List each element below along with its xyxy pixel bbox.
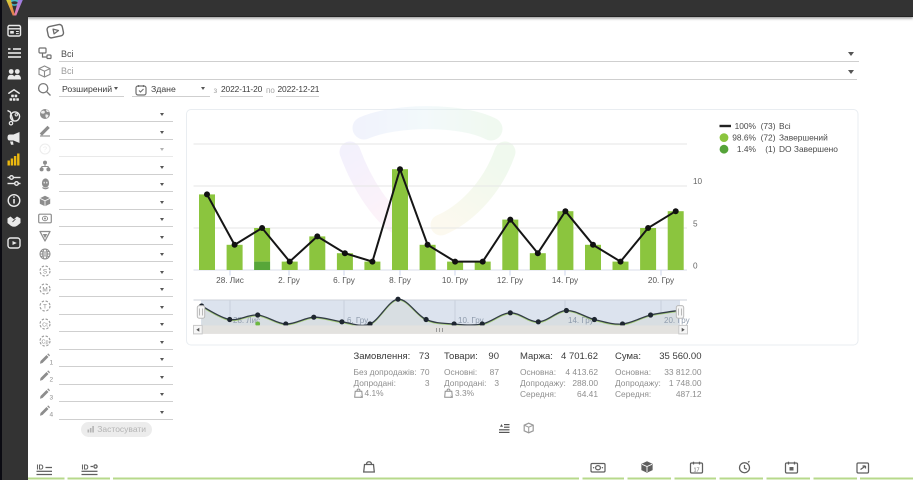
svg-text:1: 1: [50, 359, 54, 365]
svg-text:10. Гру: 10. Гру: [442, 276, 469, 285]
svg-text:98.6%: 98.6%: [732, 133, 756, 143]
svg-text:20. Гру: 20. Гру: [664, 316, 690, 325]
svg-text:ID: ID: [37, 465, 44, 472]
svg-text:Ct: Ct: [42, 322, 48, 328]
svg-text:14. Гру: 14. Гру: [568, 316, 594, 325]
svg-text:Завершений: Завершений: [779, 133, 828, 143]
svg-text:20. Гру: 20. Гру: [648, 276, 675, 285]
svg-text:6. Гру: 6. Гру: [333, 276, 356, 285]
svg-text:8. Гру: 8. Гру: [389, 276, 412, 285]
svg-text:17: 17: [693, 467, 699, 473]
svg-text:100%: 100%: [735, 121, 757, 131]
svg-text:10: 10: [693, 177, 703, 186]
svg-text:?: ?: [43, 144, 47, 153]
svg-text:S: S: [43, 268, 47, 275]
svg-text:x: x: [360, 394, 363, 398]
svg-text:2: 2: [50, 377, 54, 383]
svg-text:28. Лис: 28. Лис: [216, 276, 244, 285]
svg-text:(73): (73): [761, 121, 776, 131]
svg-text:(72): (72): [761, 133, 776, 143]
svg-text:ID: ID: [82, 465, 89, 472]
svg-text:4: 4: [50, 412, 54, 418]
svg-text:Cp: Cp: [42, 339, 49, 345]
svg-text:Всі: Всі: [779, 121, 791, 131]
svg-text:28. Лис: 28. Лис: [233, 316, 260, 325]
svg-text:T: T: [43, 303, 47, 310]
svg-text:(1): (1): [765, 144, 775, 154]
svg-text:3: 3: [50, 394, 54, 400]
svg-text:12. Гру: 12. Гру: [497, 276, 524, 285]
svg-text:10. Гру: 10. Гру: [458, 316, 484, 325]
svg-text:0: 0: [693, 262, 698, 271]
svg-text:6. Гру: 6. Гру: [347, 316, 368, 325]
svg-text:DO Завершено: DO Завершено: [779, 144, 838, 154]
svg-text:2. Гру: 2. Гру: [278, 276, 301, 285]
svg-text:M: M: [42, 286, 47, 293]
svg-text:14. Гру: 14. Гру: [552, 276, 579, 285]
svg-text:1.4%: 1.4%: [737, 144, 757, 154]
svg-text:x: x: [450, 394, 453, 398]
svg-text:5: 5: [693, 220, 698, 229]
